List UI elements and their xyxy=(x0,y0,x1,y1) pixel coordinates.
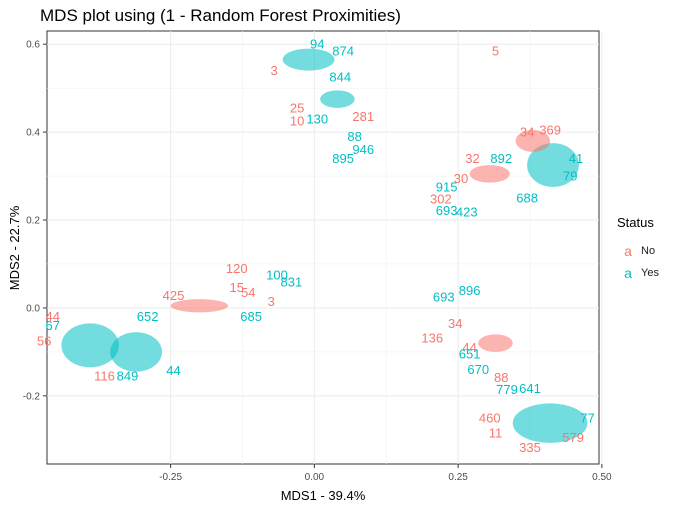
overplot-cluster xyxy=(478,334,513,352)
overplot-cluster xyxy=(320,90,355,108)
overplot-cluster xyxy=(110,332,162,372)
point-label-yes: 779 xyxy=(496,382,518,397)
overplot-cluster xyxy=(469,165,510,183)
point-label-no: 302 xyxy=(430,191,452,206)
point-label-yes: 892 xyxy=(490,151,512,166)
legend-glyph-yes: a xyxy=(624,265,632,281)
point-label-yes: 688 xyxy=(516,191,538,206)
x-tick-label: 0.00 xyxy=(305,472,325,483)
x-tick-label: 0.50 xyxy=(592,472,612,483)
point-label-yes: 423 xyxy=(456,205,478,220)
point-label-no: 34 xyxy=(520,125,534,140)
overplot-cluster xyxy=(282,48,335,71)
point-label-no: 44 xyxy=(46,309,60,324)
point-label-yes: 693 xyxy=(436,203,458,218)
legend: Status a No a Yes xyxy=(617,215,681,284)
grid-lines xyxy=(47,31,603,464)
point-label-no: 54 xyxy=(241,285,255,300)
overplot-cluster xyxy=(527,143,579,188)
point-label-no: 116 xyxy=(94,369,115,384)
point-label-yes: 915 xyxy=(436,180,458,195)
legend-item-no: a No xyxy=(617,240,681,262)
point-label-no: 3 xyxy=(271,63,278,78)
x-axis-label: MDS1 - 39.4% xyxy=(281,488,366,503)
point-label-yes: 77 xyxy=(580,410,594,425)
point-label-no: 5 xyxy=(492,43,499,58)
plot-panel xyxy=(46,30,600,465)
point-label-no: 32 xyxy=(465,151,479,166)
point-label-no: 3 xyxy=(268,294,275,309)
chart-title: MDS plot using (1 - Random Forest Proxim… xyxy=(40,6,401,25)
point-label-no: 425 xyxy=(163,288,185,303)
y-tick-label: 0.6 xyxy=(26,40,40,51)
point-label-yes: 130 xyxy=(306,111,328,126)
x-tick-label: 0.25 xyxy=(448,472,468,483)
point-label-no: 10 xyxy=(290,114,304,129)
point-label-no: 34 xyxy=(448,316,462,331)
point-label-no: 136 xyxy=(421,330,443,345)
point-label-yes: 844 xyxy=(329,70,351,85)
point-label-yes: 41 xyxy=(569,151,583,166)
point-label-yes: 652 xyxy=(137,309,159,324)
legend-glyph-no: a xyxy=(624,243,632,259)
point-label-no: 88 xyxy=(494,370,508,385)
point-label-no: 335 xyxy=(519,440,541,455)
overplot-cluster xyxy=(515,129,551,152)
point-label-yes: 693 xyxy=(433,289,455,304)
point-label-no: 11 xyxy=(489,426,503,441)
point-label-yes: 849 xyxy=(117,369,139,384)
y-tick-label: 0.4 xyxy=(26,128,40,139)
point-label-no: 30 xyxy=(454,171,468,186)
point-label-no: 44 xyxy=(462,340,476,355)
point-label-yes: 79 xyxy=(563,169,577,184)
overplot-cluster xyxy=(61,323,119,368)
y-tick-label: 0.0 xyxy=(26,303,40,314)
x-tick-label: -0.25 xyxy=(159,472,182,483)
point-label-no: 15 xyxy=(230,280,244,295)
point-label-yes: 831 xyxy=(281,275,303,290)
point-label-yes: 651 xyxy=(459,347,481,362)
point-label-yes: 895 xyxy=(332,151,354,166)
y-axis-label: MDS2 - 22.7% xyxy=(7,205,22,290)
point-label-no: 579 xyxy=(562,430,584,445)
point-label-no: 281 xyxy=(352,109,374,124)
point-label-no: 25 xyxy=(290,100,304,115)
y-tick-label: -0.2 xyxy=(23,391,41,402)
point-label-yes: 94 xyxy=(310,37,324,52)
point-label-yes: 67 xyxy=(46,318,60,333)
overplot-cluster xyxy=(170,299,229,313)
y-tick-label: 0.2 xyxy=(26,216,40,227)
point-label-yes: 685 xyxy=(240,309,262,324)
point-label-yes: 641 xyxy=(519,381,541,396)
overplot-cluster xyxy=(512,403,588,443)
point-label-no: 120 xyxy=(226,261,248,276)
legend-title: Status xyxy=(617,215,654,230)
point-label-no: 369 xyxy=(539,122,561,137)
point-label-yes: 874 xyxy=(332,43,354,58)
point-clusters xyxy=(61,48,588,443)
point-label-yes: 946 xyxy=(352,142,374,157)
point-label-no: 460 xyxy=(479,410,501,425)
point-label-yes: 896 xyxy=(459,283,481,298)
point-label-no: 56 xyxy=(37,333,51,348)
legend-item-yes: a Yes xyxy=(617,262,681,284)
point-label-yes: 88 xyxy=(347,129,361,144)
point-label-yes: 44 xyxy=(166,363,180,378)
point-label-yes: 100 xyxy=(266,267,288,282)
legend-label-yes: Yes xyxy=(641,267,659,279)
point-label-yes: 670 xyxy=(467,362,489,377)
legend-label-no: No xyxy=(641,245,656,257)
axes: -0.25 0.00 0.25 0.50 -0.2 0.0 0.2 0.4 0.6 xyxy=(23,40,612,483)
